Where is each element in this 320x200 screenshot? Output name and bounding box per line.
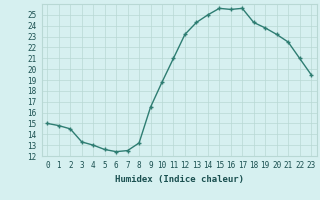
X-axis label: Humidex (Indice chaleur): Humidex (Indice chaleur) [115,175,244,184]
